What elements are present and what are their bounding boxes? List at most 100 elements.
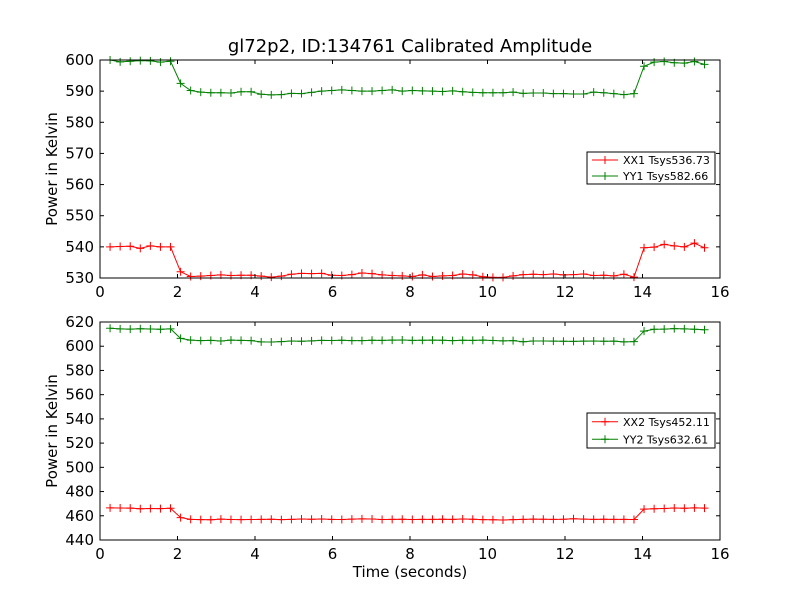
data-point [166,504,175,513]
data-point [136,324,145,333]
data-point [468,515,477,524]
y-tick-label: 600 [65,51,94,69]
y-axis-label: Power in Kelvin [43,374,61,488]
data-point [237,87,246,96]
chart-panel-2: 0 2 4 6 8 10 12 14 16 440 460 480 500 520 540 560 580 600… [43,313,730,581]
data-point [307,88,316,97]
data-point [186,86,195,95]
data-point [156,504,165,513]
data-point [307,336,316,345]
data-point [599,88,608,97]
data-point [539,89,548,98]
data-point [589,88,598,97]
data-point [176,513,185,522]
x-tick-label: 0 [95,283,105,301]
data-point [398,515,407,524]
data-point [488,515,497,524]
legend-label: YY2 Tsys632.61 [622,433,708,446]
data-point [186,336,195,345]
data-point [196,88,205,97]
y-tick-label: 500 [65,458,94,476]
data-point [368,515,377,524]
data-point [287,270,296,279]
data-point [378,86,387,95]
y-tick-label: 590 [65,82,94,100]
data-point [257,272,266,281]
data-point [418,336,427,345]
legend-box [586,412,716,449]
data-point [509,515,518,524]
data-point [357,269,366,278]
data-point [549,89,558,98]
data-point [237,515,246,524]
x-tick-label: 8 [405,283,415,301]
y-tick-label: 540 [65,410,94,428]
data-point [519,270,528,279]
data-point [146,504,155,513]
data-point [327,515,336,524]
data-point [660,57,669,66]
data-point [317,336,326,345]
data-point [619,515,628,524]
chart-title: gl72p2, ID:134761 Calibrated Amplitude [228,36,592,57]
data-point [478,515,487,524]
y-tick-label: 530 [65,269,94,287]
data-point [317,87,326,96]
y-tick-label: 580 [65,113,94,131]
y-tick-label: 620 [65,313,94,331]
data-point [216,515,225,524]
data-point [327,86,336,95]
y-tick-label: 580 [65,361,94,379]
data-point [257,90,266,99]
legend: XX1 Tsys536.73 YY1 Tsys582.66 [586,151,716,185]
data-point [257,337,266,346]
data-point [438,515,447,524]
data-point [539,515,548,524]
data-point [357,514,366,523]
data-point [499,273,507,282]
data-point [418,86,427,95]
data-point [448,86,457,95]
series-yy2 [106,324,709,346]
data-point [569,514,578,523]
x-tick-label: 10 [478,283,497,301]
legend-marker [601,172,609,180]
data-point [116,504,125,513]
data-point [267,273,276,282]
x-tick-label: 12 [555,545,574,563]
data-point [116,57,125,66]
data-point [629,273,638,282]
x-axis-label: Time (seconds) [352,563,468,581]
data-point [408,515,417,524]
data-point [478,336,487,345]
x-tick-label: 2 [173,283,183,301]
data-point [499,336,507,345]
data-point [368,87,377,96]
x-tick-label: 4 [250,283,260,301]
data-point [660,325,669,334]
data-point [428,87,437,96]
data-point [226,515,235,524]
data-point [519,89,528,98]
data-point [650,504,659,513]
data-point [629,515,638,524]
data-point [277,272,286,281]
chart-panel-1: gl72p2, ID:134761 Calibrated Amplitude 0 2… [43,36,730,301]
data-point [569,337,578,346]
data-point [267,515,276,524]
data-point [216,337,225,346]
data-point [589,515,598,524]
data-point [176,267,185,276]
data-point [368,336,377,345]
y-tick-label: 560 [65,176,94,194]
data-point [277,337,286,346]
data-point [216,88,225,97]
data-point [146,325,155,334]
data-point [650,325,659,334]
data-point [640,62,649,71]
x-tick-label: 10 [478,545,497,563]
data-point [458,269,467,278]
data-point [206,336,215,345]
legend-label: YY1 Tsys582.66 [622,170,708,183]
